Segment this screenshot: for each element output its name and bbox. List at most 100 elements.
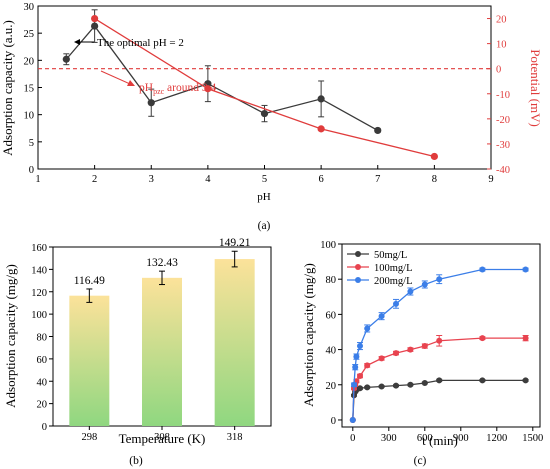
panel-c-series-3-point xyxy=(421,281,428,288)
panel-c-series-3-point xyxy=(407,288,414,295)
panel-b-bar xyxy=(69,295,110,426)
panel-a-x-tick-label: 8 xyxy=(432,174,437,185)
panel-b-value-label: 149.21 xyxy=(219,237,251,249)
panel-c-legend-label: 50mg/L xyxy=(374,250,407,261)
panel-c-xlabel: t (min) xyxy=(422,433,458,448)
panel-a-x-tick-label: 1 xyxy=(35,174,40,185)
panel-c-series-2-point xyxy=(407,346,414,353)
panel-a-x-tick-label: 5 xyxy=(262,174,267,185)
panel-c-series-2-point xyxy=(393,350,399,357)
panel-a-xlabel: pH xyxy=(257,191,271,203)
panel-a-y-tick-label: 10 xyxy=(24,111,35,122)
panel-c-series-2-point xyxy=(436,337,443,344)
panel-c-ylabel: Adsorption capacity (mg/g) xyxy=(301,263,316,407)
panel-b-label: (b) xyxy=(129,455,143,467)
pzc-annotation-subscript: pzc xyxy=(153,87,165,96)
panel-a-y2-tick-label: -10 xyxy=(496,90,510,101)
panel-c-series-3-point xyxy=(393,300,399,307)
panel-c-y-tick-label: 40 xyxy=(326,346,337,357)
pzc-arrow-head xyxy=(127,80,135,86)
optimal-arrow-head xyxy=(74,39,80,45)
panel-b-ylabel: Adsorption capacity (mg/g) xyxy=(3,264,18,408)
panel-c-label: (c) xyxy=(414,455,427,467)
panel-a-series-1-point xyxy=(62,55,70,63)
panel-c-legend-marker xyxy=(355,264,361,270)
panel-c-series-1-point xyxy=(436,377,443,384)
panel-a-series-2-point xyxy=(204,85,212,93)
panel-c-x-tick-label: 900 xyxy=(453,433,469,444)
panel-a-y-tick-label: 0 xyxy=(29,165,34,176)
panel-b-x-tick-label: 308 xyxy=(154,432,170,443)
panel-b-y-tick-label: 160 xyxy=(31,243,47,254)
panel-c-series-2-point xyxy=(357,372,363,379)
panel-a-y-tick-label: 5 xyxy=(29,138,34,149)
optimal-ph-annotation: The optimal pH = 2 xyxy=(97,37,184,49)
panel-c-y-tick-label: 80 xyxy=(326,275,337,286)
panel-b-y-tick-label: 120 xyxy=(31,288,47,299)
panel-a-series-1-point xyxy=(91,22,99,30)
panel-c-series-3-point xyxy=(352,364,359,371)
panel-c-legend-marker xyxy=(355,251,361,257)
panel-a-series-1-point xyxy=(147,99,155,107)
panel-c-series-1-point xyxy=(357,385,363,392)
panel-b-y-tick-label: 100 xyxy=(31,310,47,321)
panel-a-y2-tick-label: -20 xyxy=(496,115,510,126)
panel-b-bar xyxy=(214,259,255,426)
panel-c-series-3-point xyxy=(357,343,363,350)
panel-c-series-3-point xyxy=(351,381,357,388)
pzc-annotation-tail: around 3.4 xyxy=(164,82,216,94)
panel-b-bar xyxy=(142,277,182,426)
panel-c-series-2-point xyxy=(421,343,428,350)
panel-c-series-3-point xyxy=(364,325,371,332)
panel-c-x-tick-label: 300 xyxy=(381,433,397,444)
panel-c-series-1-point xyxy=(378,383,385,390)
panel-c-x-tick-label: 0 xyxy=(350,433,355,444)
panel-a-y2-tick-label: 10 xyxy=(496,40,507,51)
panel-c-series-3-point xyxy=(378,313,385,320)
panel-a-series-1-point xyxy=(204,80,212,88)
pzc-arrow-line xyxy=(100,70,131,85)
panel-a-x-tick-label: 6 xyxy=(319,174,324,185)
panel-c-series-3-point xyxy=(353,353,360,360)
panel-b-y-tick-label: 80 xyxy=(37,333,48,344)
panel-b-value-label: 116.49 xyxy=(74,275,105,287)
panel-c-series-3-point xyxy=(522,266,529,273)
panel-c-series-2-point xyxy=(378,355,385,362)
panel-b-chart: 0 20 40 60 80 100 120 140 160 116.49 298 132.43 308… xyxy=(3,237,272,467)
panel-b-y-tick-label: 20 xyxy=(37,400,48,411)
panel-c-series-1-point xyxy=(522,377,529,384)
panel-a-x-tick-label: 9 xyxy=(488,174,493,185)
panel-c-series-1-point xyxy=(421,380,428,387)
panel-a-x-tick-label: 3 xyxy=(149,174,154,185)
panel-c-legend: 50mg/L 100mg/L 200mg/L xyxy=(347,250,413,287)
panel-a-x-tick-label: 4 xyxy=(205,174,211,185)
pzc-annotation-ph: pH xyxy=(139,82,153,94)
panel-b-y-tick-label: 60 xyxy=(37,355,48,366)
panel-a-series-1-point xyxy=(374,126,382,135)
panel-c-series-1-point xyxy=(479,377,486,384)
panel-c-series-2-point xyxy=(479,335,486,342)
panel-a-y-tick-label: 15 xyxy=(24,84,35,95)
panel-b-y-tick-label: 0 xyxy=(42,422,47,433)
panel-c-legend-label: 100mg/L xyxy=(374,263,413,274)
panel-b-x-tick-label: 298 xyxy=(81,432,97,443)
panel-b-value-label: 132.43 xyxy=(146,257,178,269)
panel-a-x-tick-label: 7 xyxy=(375,174,380,185)
panel-c-y-tick-label: 100 xyxy=(320,240,336,251)
panel-c-series-2-point xyxy=(364,362,371,369)
panel-b-y-tick-label: 140 xyxy=(31,265,47,276)
panel-a-ylabel: Adsorption capacity (a.u.) xyxy=(0,20,15,156)
panel-c-chart: 0 300 600 900 1200 1500 0 20 40 60 80 100 50mg/L 10… xyxy=(301,240,543,467)
panel-a-y-tick-label: 25 xyxy=(24,29,35,40)
panel-c-y-tick-label: 60 xyxy=(326,310,337,321)
panel-a-y2-tick-label: 0 xyxy=(496,65,501,76)
pzc-annotation: pHpzc around 3.4 xyxy=(139,82,216,96)
panel-a-y2-tick-label: -40 xyxy=(496,165,510,176)
panel-c-series-3-point xyxy=(479,266,486,273)
panel-a-x-tick-label: 2 xyxy=(92,174,97,185)
panel-c-series-1-point xyxy=(364,384,371,391)
panel-a-series-1-point xyxy=(260,109,269,118)
panel-c-y-tick-label: 20 xyxy=(326,381,337,392)
panel-b-x-tick-label: 318 xyxy=(227,432,243,443)
